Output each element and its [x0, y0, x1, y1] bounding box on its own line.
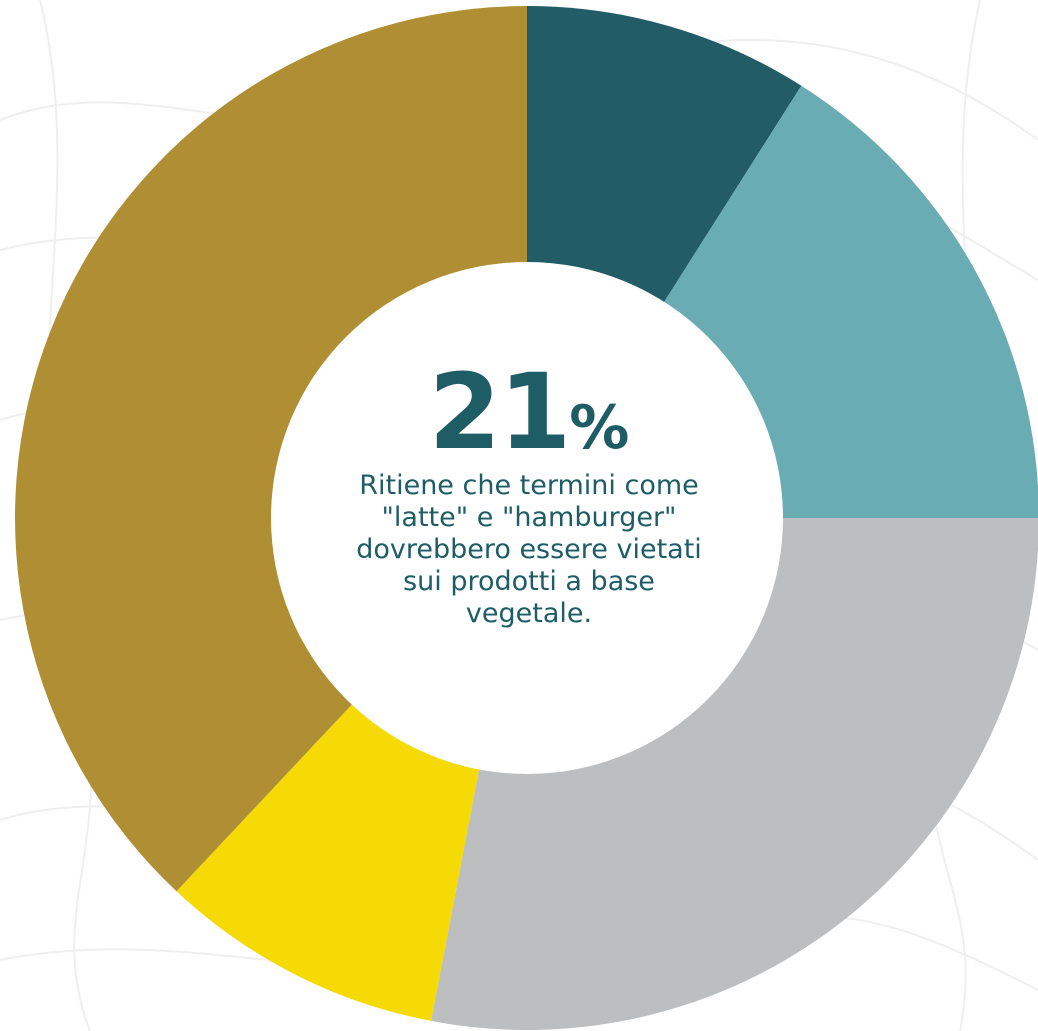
center-description: Ritiene che termini come "latte" e "hamb… [356, 470, 702, 629]
headline-percent: 21% [309, 360, 749, 464]
headline-percent-sign: % [569, 393, 630, 463]
donut-slice-5 [14, 6, 527, 892]
center-label: 21% Ritiene che termini come "latte" e "… [309, 360, 749, 630]
donut-center-hole [271, 262, 783, 774]
headline-number: 21 [428, 351, 572, 473]
